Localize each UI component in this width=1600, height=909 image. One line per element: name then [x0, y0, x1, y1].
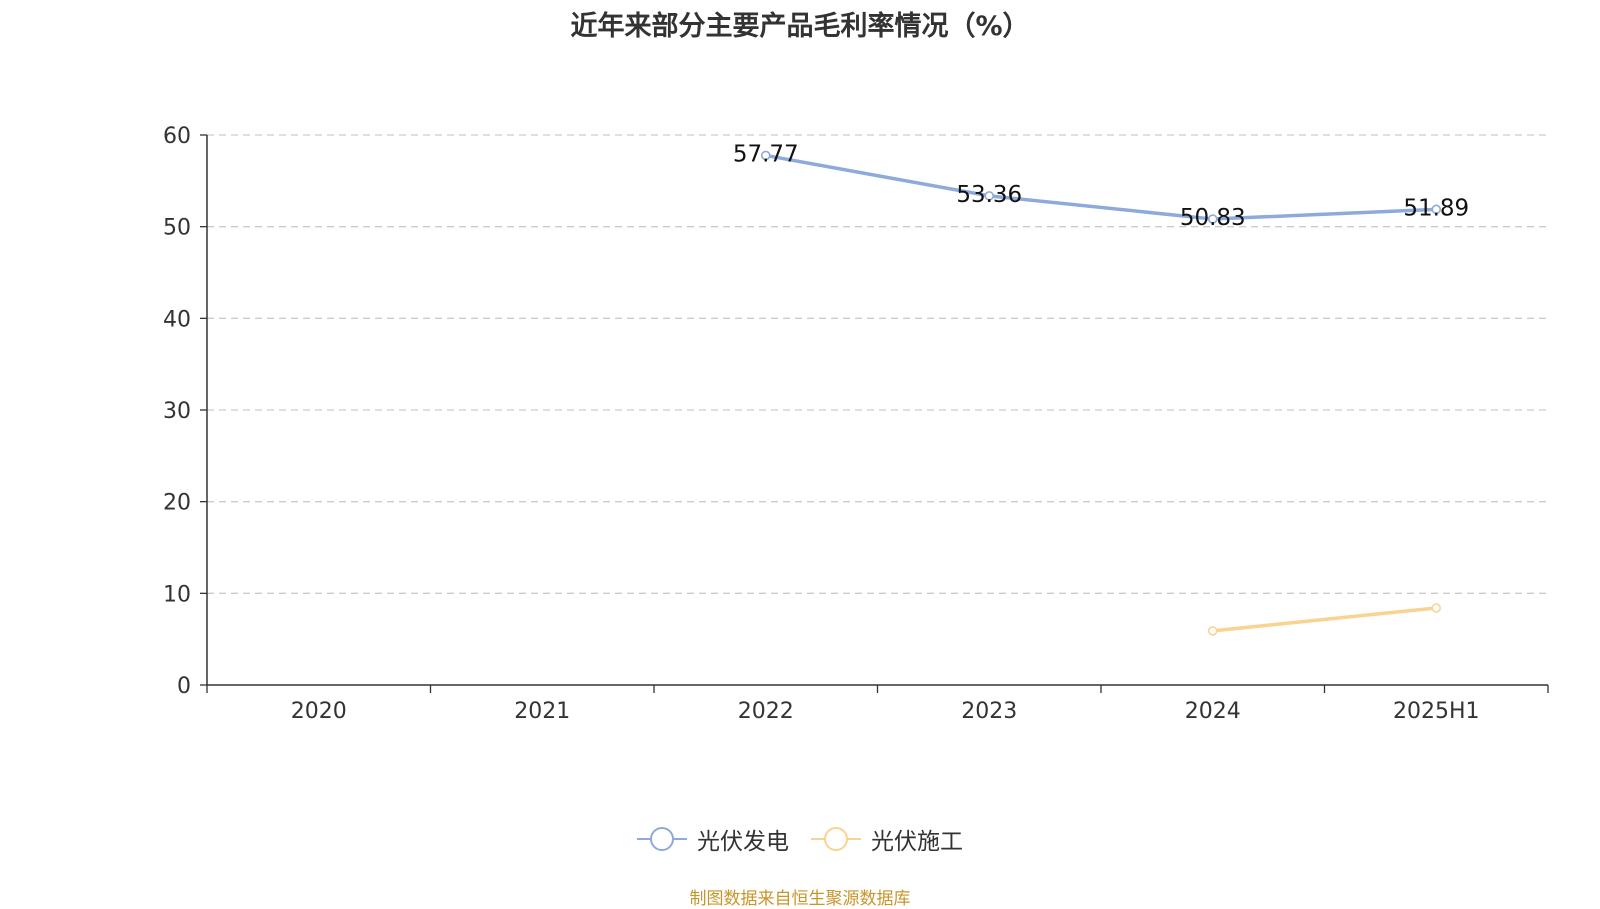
data-point: [984, 191, 995, 201]
y-tick-label: 10: [163, 582, 191, 607]
data-label: 53.36: [956, 182, 1022, 208]
y-tick-label: 40: [163, 307, 191, 332]
y-tick-label: 60: [163, 124, 191, 149]
x-tick-label: 2023: [961, 699, 1017, 724]
data-label: 50.83: [1180, 205, 1246, 231]
data-point: [760, 150, 771, 161]
legend-item-series-2[interactable]: 光伏施工: [811, 822, 963, 856]
y-tick-label: 0: [177, 674, 191, 699]
series-line: [765, 153, 1437, 221]
legend-marker-icon: [637, 827, 687, 851]
x-tick-label: 2020: [291, 699, 347, 724]
data-source-note: 制图数据来自恒生聚源数据库: [689, 889, 911, 909]
legend-label: 光伏发电: [697, 829, 789, 855]
legend-label: 光伏施工: [871, 829, 963, 855]
legend-item-series-1[interactable]: 光伏发电: [637, 822, 789, 856]
data-point: [1207, 626, 1218, 636]
series-line: [1212, 606, 1437, 633]
legend: 光伏发电 光伏施工: [0, 822, 1600, 856]
x-tick-label: 2024: [1185, 699, 1241, 724]
data-point: [1207, 214, 1218, 224]
data-label: 51.89: [1403, 195, 1469, 221]
chart-title: 近年来部分主要产品毛利率情况（%）: [570, 11, 1030, 42]
data-point: [1431, 603, 1442, 613]
y-tick-label: 30: [163, 399, 191, 424]
data-point: [1431, 204, 1442, 215]
data-label: 57.77: [733, 141, 799, 167]
y-tick-label: 20: [163, 491, 191, 516]
x-tick-label: 2022: [738, 699, 794, 724]
x-tick-label: 2021: [514, 699, 570, 724]
y-tick-label: 50: [163, 216, 191, 241]
legend-marker-icon: [811, 827, 861, 851]
x-tick-label: 2025H1: [1393, 699, 1480, 724]
